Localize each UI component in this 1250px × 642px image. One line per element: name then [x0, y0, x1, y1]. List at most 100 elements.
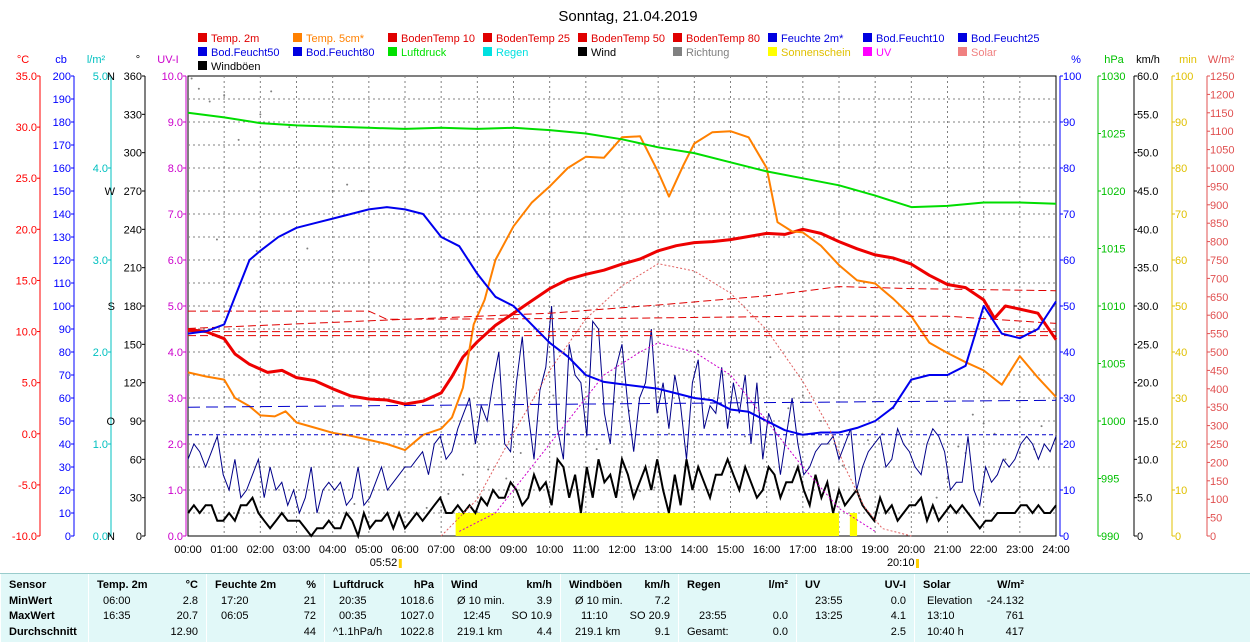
axis-tick-label: 0.0 — [22, 429, 37, 441]
direction-point — [910, 430, 913, 433]
direction-point — [787, 407, 790, 410]
time-tick-label: 03:00 — [283, 544, 311, 556]
direction-point — [346, 183, 349, 186]
direction-point — [993, 432, 996, 435]
axis-unit: cb — [55, 54, 67, 66]
direction-point — [215, 238, 218, 241]
axis-uv-i: UV-I 0.0 1.0 2.0 3.0 4.0 5.0 6.0 7.0 8.0 9.0 10.0 — [157, 54, 187, 543]
chart-title: Sonntag, 21.04.2019 — [558, 8, 697, 25]
stats-press-min-value: 1018.6 — [400, 594, 434, 607]
axis-tick-label: 90 — [59, 324, 71, 336]
axis-tick-label: 160 — [53, 163, 71, 175]
stats-solar-min-value: -24.132 — [986, 594, 1024, 607]
axis-hpa: hPa 990 995 1000 1005 1010 1015 1020 1025 1030 — [1097, 54, 1125, 543]
sunset-marker — [915, 559, 919, 568]
axis-tick-label: 45.0 — [1137, 186, 1158, 198]
axis-tick-label: 300 — [124, 148, 142, 160]
axis-tick-label: 750 — [1210, 255, 1228, 267]
direction-point — [505, 477, 508, 480]
series-bodentemp-10 — [188, 310, 1057, 324]
legend-item-sonnenschein: Sonnenschein — [768, 47, 851, 59]
stats-gust-title: Windböen — [569, 579, 623, 591]
value-axes: °C -10.0 -5.0 0.0 5.0 10.0 15.0 20.0 25.0 30.0 35.… — [12, 54, 1235, 543]
time-tick-label: 12:00 — [608, 544, 636, 556]
axis-tick-label: 5.0 — [93, 71, 108, 83]
legend-swatch — [388, 33, 397, 42]
stats-gust-avg-value: 9.1 — [654, 625, 670, 638]
axis-tick-label: 990 — [1101, 531, 1119, 543]
axis-tick-label: 0 — [1210, 531, 1216, 543]
direction-point — [360, 190, 363, 192]
axis-tick-label: 120 — [53, 255, 71, 267]
axis-l-m: l/m² 0.0 1.0 2.0 3.0 4.0 5.0 — [87, 54, 112, 543]
stats-temp-max-time: 16:35 — [103, 610, 131, 622]
stats-hum-max-time: 06:05 — [221, 610, 249, 622]
stats-hum-max-value: 72 — [303, 610, 316, 622]
time-axis: 00:00 01:00 02:00 03:00 04:00 05:00 06:00 07:00… — [174, 544, 1070, 569]
legend-swatch — [388, 47, 397, 56]
legend-label: Windböen — [211, 61, 261, 73]
axis-tick-label: 5.0 — [168, 301, 183, 313]
axis-tick-label: 100 — [53, 301, 71, 313]
axis-tick-label: 25.0 — [1137, 339, 1158, 351]
axis-tick-label: 2.0 — [168, 439, 183, 451]
legend-item-regen: Regen — [483, 47, 528, 59]
direction-point — [1018, 451, 1021, 454]
stats-wind-unit: km/h — [526, 579, 552, 591]
statistics-panel: Sensor MinWert MaxWert Durchschnitt Temp… — [0, 573, 1250, 642]
legend-swatch — [863, 33, 872, 42]
axis-tick-label: 995 — [1101, 474, 1119, 486]
axis-tick-label: 30.0 — [1137, 301, 1158, 313]
time-tick-label: 06:00 — [391, 544, 419, 556]
axis-tick-label: 10.0 — [162, 71, 183, 83]
legend-swatch — [483, 33, 492, 42]
stats-uv-unit: UV-I — [884, 579, 906, 591]
direction-point — [353, 503, 356, 506]
legend-item-bod-feucht50: Bod.Feucht50 — [198, 47, 280, 59]
axis-tick-label: 110 — [53, 278, 71, 290]
legend-label: UV — [876, 47, 892, 59]
stats-sensor: Sensor MinWert MaxWert Durchschnitt — [0, 574, 88, 642]
direction-point — [971, 413, 974, 416]
stats-temp-max-value: 20.7 — [176, 610, 198, 622]
stats-press-trend: ^1.1hPa/h — [333, 625, 383, 638]
axis-tick-label: 3.0 — [93, 255, 108, 267]
axis-tick-label: 180 — [53, 117, 71, 129]
axis-tick-label: 250 — [1210, 439, 1228, 451]
direction-point — [259, 113, 262, 116]
direction-point — [668, 432, 671, 435]
axis-tick-label: 800 — [1210, 237, 1228, 249]
axis-tick-label: 80 — [59, 347, 71, 359]
stats-humidity: Feuchte 2m% 17:20 21 06:05 72 44 — [206, 574, 324, 642]
axis-tick-label: 2.0 — [93, 347, 108, 359]
legend-swatch — [673, 47, 682, 56]
stats-hum-min-value: 21 — [303, 594, 316, 607]
axis-tick-label: 4.0 — [168, 347, 183, 359]
legend-swatch — [578, 47, 587, 56]
direction-point — [657, 381, 660, 384]
axis-tick-label: 4.0 — [93, 163, 108, 175]
time-tick-label: 22:00 — [970, 544, 998, 556]
axis-tick-label: 7.0 — [168, 209, 183, 221]
axis-tick-label: 150 — [124, 339, 142, 351]
axis-tick-label: 0 — [1063, 531, 1069, 543]
legend-swatch — [198, 61, 207, 70]
legend-item-temp-2m: Temp. 2m — [198, 33, 259, 45]
axis-tick-label: 20 — [59, 485, 71, 497]
axis-min: min 0 10 20 30 40 50 60 70 80 90 100 — [1171, 54, 1197, 543]
axis-tick-label: 550 — [1210, 329, 1228, 341]
legend-item-luftdruck: Luftdruck — [388, 47, 447, 59]
legend-item-bod-feucht10: Bod.Feucht10 — [863, 33, 945, 45]
legend-item-solar: Solar — [958, 47, 997, 59]
axis-tick-label: 55.0 — [1137, 109, 1158, 121]
stats-wind-avg-value: 4.4 — [536, 625, 552, 638]
stats-uv-min-value: 0.0 — [890, 594, 906, 607]
stats-rain-total-label: Gesamt: — [687, 625, 729, 638]
axis-tick-label: 5.0 — [22, 378, 37, 390]
axis-tick-label: 150 — [53, 186, 71, 198]
legend-swatch — [578, 33, 587, 42]
stats-temp-title: Temp. 2m — [97, 579, 148, 591]
axis-cb: cb 0 10 20 30 40 50 60 70 80 90 100 110 120 130 140 150 1… — [53, 54, 75, 543]
axis-tick-label: 30.0 — [16, 122, 37, 134]
legend-label: Luftdruck — [401, 47, 447, 59]
